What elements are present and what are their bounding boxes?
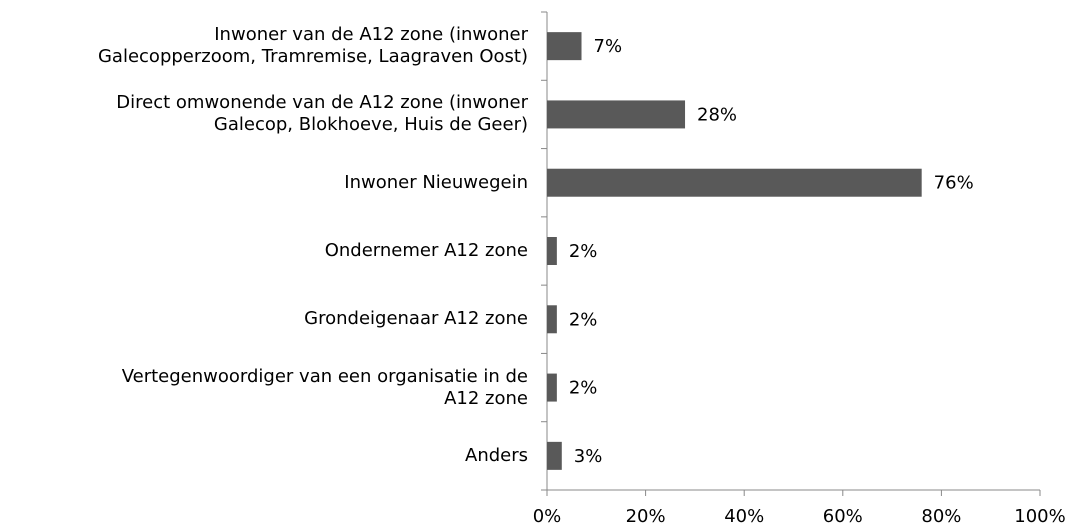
bar <box>547 305 557 334</box>
bar <box>547 168 922 197</box>
x-tick-label: 20% <box>626 506 666 527</box>
category-label: Inwoner Nieuwegein <box>344 171 528 193</box>
x-tick-label: 100% <box>1014 506 1065 527</box>
x-tick-label: 40% <box>724 506 764 527</box>
bar <box>547 237 557 265</box>
data-label: 7% <box>594 36 623 57</box>
category-label: Ondernemer A12 zone <box>324 240 528 261</box>
data-label: 2% <box>569 378 598 399</box>
category-label: Direct omwonende van de A12 zone (inwone… <box>116 92 528 136</box>
data-label: 76% <box>934 173 974 194</box>
x-tick-label: 80% <box>921 506 961 527</box>
category-label: Anders <box>465 444 528 466</box>
data-label: 2% <box>569 241 598 262</box>
data-label: 2% <box>569 309 598 330</box>
bar <box>547 373 557 402</box>
bar <box>547 441 562 470</box>
data-label: 3% <box>574 446 603 467</box>
category-label: Grondeigenaar A12 zone <box>304 308 528 330</box>
category-label: Vertegenwoordiger van een organisatie in… <box>121 365 528 409</box>
x-tick-label: 0% <box>533 506 562 527</box>
category-label: Inwoner van de A12 zone (inwoner Galecop… <box>97 24 528 68</box>
bar <box>547 32 582 61</box>
data-label: 28% <box>697 104 737 125</box>
bar <box>547 100 686 129</box>
x-tick-label: 60% <box>823 506 863 527</box>
